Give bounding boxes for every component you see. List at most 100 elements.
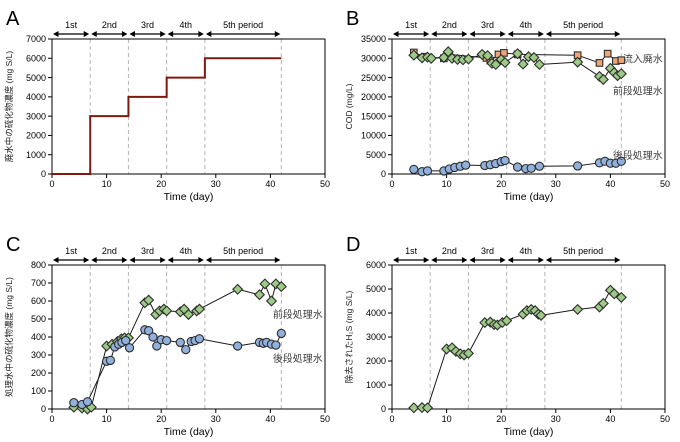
y-tick-label: 3000 [26,111,46,121]
arrow-left-head-icon [53,257,59,263]
diamond-marker [528,51,540,64]
arrow-right-head-icon [83,257,90,263]
x-tick-label: 20 [156,414,166,424]
arrow-left-head-icon [167,31,174,37]
series-label: 流入廃水 [623,53,663,66]
panel-c-chart: 0 100 200 300 400 500 600 700 800 0 10 20 30 40 50 前段処理… [4,234,330,438]
y-tick-label: 20000 [361,92,386,102]
y-tick-label: 4000 [366,308,386,318]
diamond-marker [517,58,529,70]
arrow-right-head-icon [274,31,281,37]
circle-marker [534,161,545,171]
diamond-marker [512,48,524,60]
axes: 0 1000 2000 3000 4000 5000 6000 7000 0 10 20 30 40 50 [26,34,330,189]
y-tick-label: 0 [381,169,386,179]
diamond-marker [143,294,155,306]
diamond-marker [615,291,627,303]
circle-marker [512,162,523,172]
arrow-right-head-icon [538,257,544,263]
circle-marker [616,156,626,166]
diamond-marker [572,56,584,68]
x-tick-label: 40 [265,179,275,189]
plot-border [391,38,666,175]
diamond-marker [462,53,475,65]
arrow-left-head-icon [129,257,135,263]
diamond-marker [490,58,502,71]
diamond-marker [421,402,434,414]
series-label: 前段処理水 [273,308,323,321]
y-tick-label: 10000 [361,131,386,141]
arrow-right-head-icon [160,31,166,37]
panel-a: 0 1000 2000 3000 4000 5000 6000 7000 0 10 20 30 40 50… [0,0,340,221]
x-tick-label: 20 [156,179,166,189]
circle-marker [232,341,243,351]
y-tick-label: 800 [31,260,46,270]
period-boundary-lines [429,265,622,409]
arrow-right-head-icon [160,257,166,263]
y-tick-label: 1000 [26,150,46,160]
arrow-right-head-icon [198,31,204,37]
panel-d: 0 1000 2000 3000 4000 5000 6000 0 10 20 30 40 50 1st 2… [340,221,680,442]
arrow-right-head-icon [83,31,90,37]
period-arrows: 1st 2nd 3rd 4th 5th period [53,20,281,37]
plot-border [51,38,326,175]
series-first-stage-treated-water [408,46,627,86]
series-first-stage-treated-water [68,278,287,415]
y-tick-label: 1000 [366,380,386,390]
panel-letter: A [6,8,20,30]
period-label: 5th period [563,246,603,256]
series-wastewater-sulfide-step [52,57,282,175]
y-tick-label: 5000 [26,73,46,83]
x-tick-label: 50 [660,179,670,189]
x-tick-label: 50 [320,414,330,424]
period-label: 5th period [223,20,263,30]
y-tick-label: 600 [31,296,46,306]
diamond-marker [408,49,420,61]
square-marker [595,59,604,67]
arrow-left-head-icon [129,31,135,37]
y-tick-label: 200 [31,368,46,378]
circle-marker [271,340,281,350]
arrow-left-head-icon [91,31,97,37]
x-axis-label: Time (day) [504,426,554,438]
period-label: 3rd [141,246,154,256]
x-tick-label: 20 [496,414,506,424]
y-tick-label: 2000 [26,131,46,141]
diamond-marker [615,68,627,80]
arrow-right-head-icon [614,31,621,37]
arrow-left-head-icon [545,31,552,37]
period-label: 3rd [141,20,154,30]
y-tick-label: 5000 [366,150,386,160]
panel-letter: C [6,234,20,256]
series-second-stage-treated-water [69,325,286,410]
arrow-left-head-icon [205,257,212,263]
square-marker [500,49,508,57]
arrow-left-head-icon [469,257,475,263]
diamond-marker [533,58,545,71]
diamond-marker [193,303,205,315]
x-tick-label: 30 [211,414,221,424]
panel-letter: D [346,234,360,256]
y-tick-label: 500 [31,314,46,324]
period-label: 3rd [481,246,494,256]
series-label: 前段処理水 [613,85,663,98]
period-label: 1st [65,20,78,30]
period-label: 4th [180,20,193,30]
plot-border [391,264,666,410]
y-tick-label: 0 [41,404,46,414]
series-label: 後段処理水 [273,352,323,365]
diamond-marker [572,303,584,315]
period-arrows: 1st 2nd 3rd 4th 5th period [393,20,621,37]
arrow-left-head-icon [393,31,399,37]
y-tick-label: 25000 [361,73,386,83]
x-tick-label: 50 [660,414,670,424]
y-axis-label: 処理水中の硫化物濃度 (mg S/L) [4,277,14,397]
arrow-left-head-icon [167,257,174,263]
arrow-left-head-icon [545,257,552,263]
y-tick-label: 100 [31,386,46,396]
x-tick-label: 30 [211,179,221,189]
diamond-marker [499,56,511,69]
x-axis-label: Time (day) [504,191,554,203]
y-tick-label: 35000 [361,34,386,44]
diamond-marker [408,402,420,414]
